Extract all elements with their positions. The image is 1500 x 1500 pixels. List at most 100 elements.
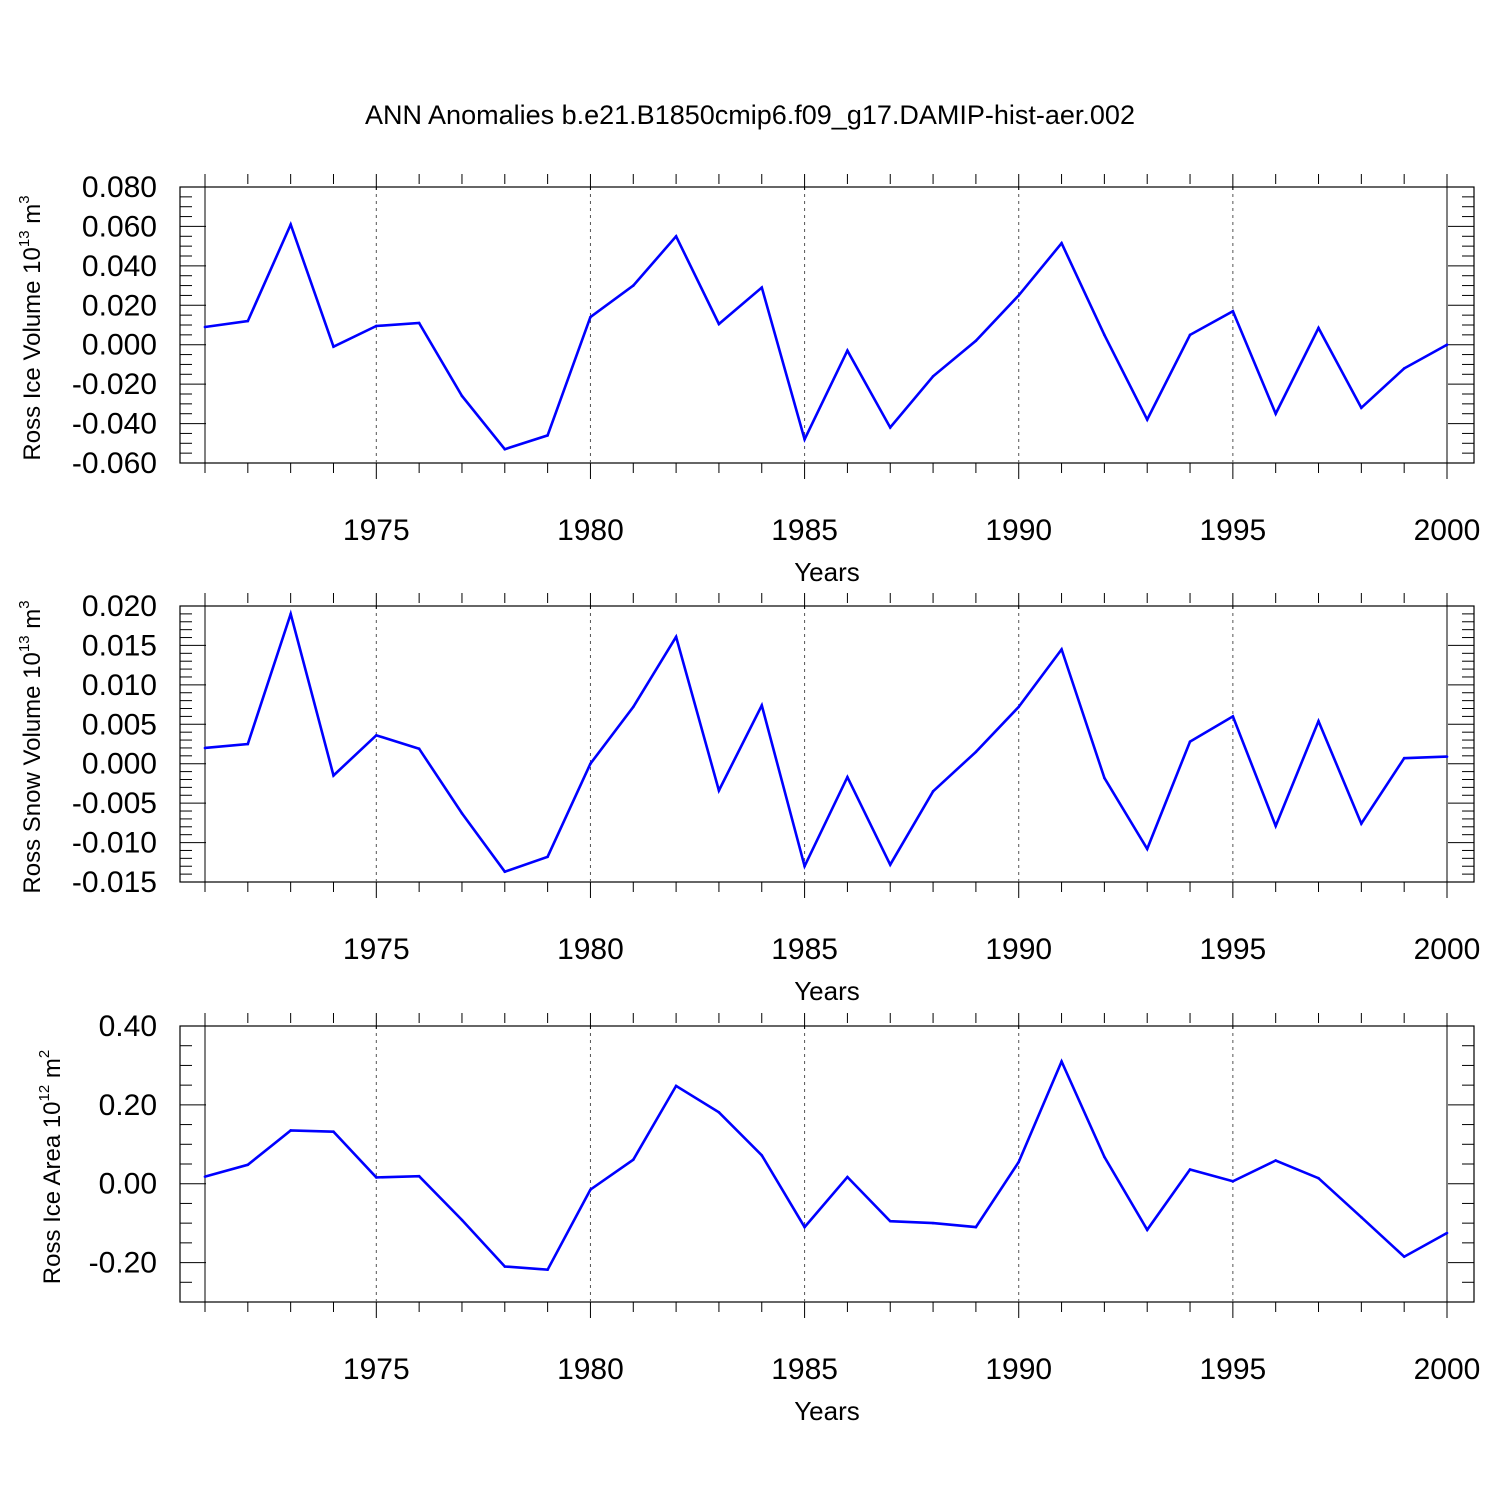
panel-1-series-line: [204, 220, 1448, 451]
panel-2-x-tick-label: 2000: [1414, 933, 1481, 966]
panel-1-data-point-1989: [974, 339, 978, 343]
panel-2-data-point-1996: [1274, 824, 1277, 828]
panel-3-data-point-1985: [803, 1225, 806, 1229]
panel-1-y-label-unit: m: [19, 204, 46, 231]
panel-3-data-point-1975: [375, 1176, 378, 1179]
panel-2-data-point-1987: [888, 863, 892, 866]
panel-2-data-point-1973: [289, 612, 292, 616]
panel-2-y-label-sup: 13: [16, 635, 33, 652]
panel-2-data-point-1993: [1145, 847, 1149, 851]
panel-1-data-point-1997: [1317, 326, 1320, 330]
panel-2-x-axis-label: Years: [794, 976, 860, 1006]
panel-2-data-point-1985: [803, 864, 806, 868]
panel-2-data-point-1983: [717, 789, 721, 792]
panel-1-y-tick-label: 0.080: [82, 171, 157, 204]
panel-3-y-label-unit: m: [39, 1058, 66, 1085]
panel-2-data-point-1977: [460, 812, 464, 815]
panel-1-data-point-1987: [888, 426, 892, 429]
panel-3-data-point-1977: [460, 1218, 464, 1222]
panel-3-data-point-1972: [246, 1163, 250, 1167]
panel-3-data-point-1987: [888, 1219, 892, 1223]
panel-2-x-tick-label: 1985: [771, 933, 838, 966]
panel-3-data-point-1973: [289, 1129, 292, 1132]
panel-3-y-label-text: Ross Ice Area 10: [39, 1101, 66, 1284]
panel-3-data-point-1979: [546, 1268, 549, 1271]
panel-3-data-point-1988: [931, 1221, 935, 1225]
panel-3-data-point-1997: [1317, 1176, 1320, 1180]
panel-3-data-point-1986: [846, 1175, 849, 1179]
panel-1-data-point-1978: [503, 447, 507, 451]
panel-2-data-point-1998: [1360, 822, 1363, 825]
panel-3-x-tick-label: 1985: [771, 1353, 838, 1386]
panel-2-y-tick-label: -0.005: [72, 787, 157, 820]
panel-2-x-tick-label: 1980: [557, 933, 624, 966]
panel-2-data-point-1995: [1231, 715, 1235, 718]
panel-3: -0.20 0.00 0.20 0.40 1975 1980 1985 1990 1995 200…: [36, 1010, 1480, 1426]
panel-2-y-tick-label: -0.010: [72, 827, 157, 860]
panel-1-data-point-1981: [631, 284, 635, 287]
panel-2-y-label-unit: m: [19, 609, 46, 636]
panel-1-y-tick-label: 0.000: [82, 329, 157, 362]
panel-2-data-point-1981: [631, 705, 635, 709]
panel-1-data-point-1972: [246, 319, 250, 323]
panel-2-data-point-1986: [846, 775, 849, 779]
panel-3-data-point-1999: [1402, 1255, 1406, 1258]
panel-3-plot-frame: [179, 1025, 1475, 1303]
panel-2-data-point-1991: [1060, 648, 1063, 651]
panel-3-x-tick-label: 2000: [1414, 1353, 1481, 1386]
panel-1-y-tick-label: -0.020: [72, 368, 157, 401]
panel-2-data-point-1980: [589, 762, 592, 766]
panels-group: -0.060 -0.040 -0.020 0.000 0.020 0.040 0.060 0.…: [16, 171, 1480, 1426]
panel-3-data-point-1995: [1231, 1180, 1235, 1183]
panel-2-data-point-1975: [375, 734, 378, 737]
panel-3-y-tick-label: 0.00: [99, 1168, 157, 1201]
panel-1-x-tick-label: 1980: [557, 514, 624, 547]
panel-1-data-point-1998: [1360, 406, 1363, 410]
panel-2-data-point-1994: [1188, 740, 1192, 743]
panel-2: -0.015 -0.010 -0.005 0.000 0.005 0.010 0.015 0.…: [16, 590, 1480, 1006]
panel-3-data-point-1993: [1145, 1228, 1149, 1232]
panel-2-data-point-2000: [1445, 755, 1449, 758]
panel-1-data-point-1984: [760, 286, 764, 289]
panel-2-plot-frame: [179, 605, 1475, 883]
panel-3-data-point-1991: [1060, 1060, 1063, 1063]
panel-2-data-point-1997: [1317, 719, 1320, 723]
panel-2-y-tick-label: 0.015: [82, 629, 157, 662]
figure-title: ANN Anomalies b.e21.B1850cmip6.f09_g17.D…: [365, 100, 1135, 130]
panel-2-data-point-1979: [546, 855, 549, 859]
panel-2-y-tick-label: 0.010: [82, 669, 157, 702]
panel-1-y-axis-label: Ross Ice Volume 1013 m3: [16, 195, 46, 460]
panel-3-y-tick-label: -0.20: [89, 1247, 157, 1280]
panel-1-data-point-1980: [589, 315, 592, 319]
panel-1-data-point-1993: [1145, 418, 1149, 421]
panel-2-x-tick-label: 1975: [343, 933, 410, 966]
panel-2-y-tick-label: -0.015: [72, 866, 157, 899]
panel-3-y-tick-label: 0.40: [99, 1010, 157, 1043]
panel-2-y-tick-label: 0.020: [82, 590, 157, 623]
panel-1-data-point-1991: [1060, 241, 1063, 245]
panel-2-y-tick-label: 0.005: [82, 708, 157, 741]
panel-2-data-point-1974: [332, 774, 335, 777]
panel-1-data-point-1990: [1017, 294, 1021, 297]
panel-1-y-tick-label: 0.060: [82, 210, 157, 243]
panel-1-data-point-2000: [1445, 343, 1449, 347]
panel-3-data-point-1981: [631, 1158, 635, 1161]
panel-2-data-point-1978: [503, 870, 507, 874]
panel-2-data-point-1976: [417, 747, 421, 751]
panel-2-x-tick-label: 1995: [1199, 933, 1266, 966]
panel-1-x-tick-label: 1975: [343, 514, 410, 547]
panel-3-y-axis-label: Ross Ice Area 1012 m2: [36, 1050, 66, 1284]
panel-2-y-label-unit_sup: 3: [16, 600, 33, 608]
panel-1-data-point-1995: [1231, 309, 1235, 313]
panel-1-x-tick-label: 1995: [1199, 514, 1266, 547]
panel-2-data-point-1999: [1402, 756, 1406, 760]
panel-3-y-label-unit_sup: 2: [36, 1050, 53, 1058]
panel-2-series-line: [204, 609, 1448, 874]
panel-2-data-point-1971: [203, 746, 207, 750]
panel-2-data-point-1989: [974, 750, 978, 754]
panel-1-y-label-text: Ross Ice Volume 10: [19, 247, 46, 460]
panel-2-data-point-1992: [1103, 776, 1106, 780]
panel-3-x-tick-label: 1975: [343, 1353, 410, 1386]
panel-1-y-label-unit_sup: 3: [16, 195, 33, 203]
